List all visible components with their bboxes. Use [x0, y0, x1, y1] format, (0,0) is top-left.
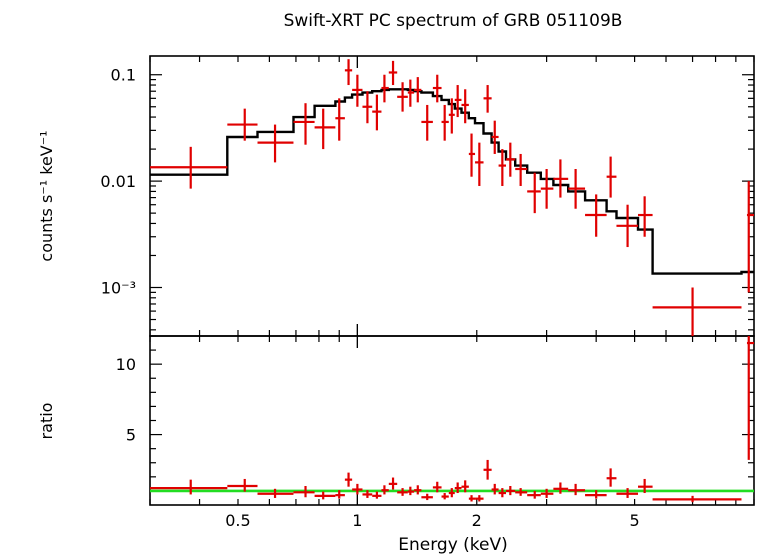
spectrum-data-point [568, 168, 586, 209]
spectrum-data-point [638, 196, 653, 237]
spectrum-y-tick-label: 10⁻³ [101, 278, 136, 297]
spectrum-data-point [454, 85, 462, 118]
ratio-data-point [638, 478, 653, 494]
spectrum-data-point [388, 60, 398, 86]
spectrum-data-point [362, 91, 373, 124]
ratio-data-point [362, 490, 373, 498]
spectrum-data-point [652, 287, 742, 336]
spectrum-data-point [314, 108, 336, 150]
ratio-y-axis-label: ratio [37, 403, 56, 440]
ratio-data-point [372, 491, 382, 499]
ratio-data-point [616, 488, 639, 498]
x-axis-label: Energy (keV) [398, 535, 508, 555]
ratio-data-point [483, 459, 492, 480]
ratio-data-point [475, 495, 484, 502]
spectrum-data-point [746, 181, 754, 293]
ratio-data-point [652, 495, 742, 503]
spectrum-data-point [293, 103, 315, 145]
ratio-data-point [491, 483, 499, 495]
ratio-y-tick-label: 5 [126, 426, 136, 445]
spectrum-panel-frame [149, 55, 755, 337]
ratio-data-point [506, 485, 516, 496]
spectrum-data-point [448, 98, 455, 134]
ratio-data-point [441, 493, 449, 500]
spectrum-data-point [335, 98, 345, 141]
spectrum-data-point [414, 77, 422, 103]
ratio-y-tick-label: 10 [116, 355, 136, 374]
model-step-line [150, 88, 754, 275]
ratio-data-point [454, 482, 462, 494]
spectrum-data-point [491, 120, 499, 154]
ratio-panel-frame [149, 335, 755, 506]
spectrum-data-point [432, 74, 442, 103]
ratio-data-point [498, 488, 507, 498]
ratio-data-point [540, 488, 554, 498]
ratio-data-point [461, 480, 469, 493]
ratio-data-point [432, 481, 442, 493]
ratio-data-point [468, 495, 476, 502]
chart-title: Swift-XRT PC spectrum of GRB 051109B [284, 11, 623, 31]
spectrum-data-point [468, 133, 476, 177]
spectrum-data-point [344, 59, 353, 86]
spectrum-data-point [372, 94, 382, 131]
spectrum-data-point [441, 104, 449, 141]
ratio-data-point [352, 483, 363, 495]
spectrum-data-point [257, 124, 294, 163]
ratio-data-point [397, 488, 408, 496]
x-tick-label: 1 [352, 511, 362, 530]
ratio-data-point [585, 490, 607, 499]
ratio-data-point [421, 493, 433, 501]
spectrum-data-point [461, 89, 469, 124]
x-tick-label: 5 [630, 511, 640, 530]
spectrum-data-point [227, 108, 258, 141]
ratio-data-point [568, 483, 586, 496]
spectrum-data-point [527, 172, 541, 214]
x-tick-label: 0.5 [225, 511, 250, 530]
ratio-data-point [448, 488, 455, 498]
spectrum-data-point [483, 85, 492, 113]
ratio-data-point [314, 491, 336, 500]
ratio-data-point [335, 490, 345, 499]
ratio-data-point [381, 485, 389, 495]
spectrum-data-point [150, 146, 228, 189]
ratio-data-point [227, 478, 258, 492]
spectrum-data-point [540, 168, 554, 209]
spectrum-data-point [498, 149, 507, 186]
ratio-data-point [257, 488, 294, 498]
ratio-data-point [606, 468, 617, 487]
svg-text:counts s⁻¹ keV⁻¹: counts s⁻¹ keV⁻¹ [37, 130, 56, 261]
spectrum-data-point [553, 159, 569, 198]
x-tick-label: 2 [472, 511, 482, 530]
spectrum-data-point [421, 104, 433, 141]
ratio-data-point [527, 490, 541, 499]
spectrum-data-point [397, 82, 408, 112]
ratio-data-point [293, 485, 315, 498]
ratio-data-point [515, 488, 528, 496]
spectrum-data-point [606, 156, 617, 198]
ratio-data-point [407, 486, 415, 496]
spectrum-y-tick-label: 0.01 [100, 172, 136, 191]
spectrum-data-point [616, 204, 639, 248]
ratio-data-point [553, 482, 569, 494]
spectrum-data-point [585, 194, 607, 237]
spectrum-data-point [407, 79, 415, 107]
ratio-data-point [388, 477, 398, 490]
spectrum-data-point [515, 153, 528, 186]
spectrum-y-axis-label: counts s⁻¹ keV⁻¹ [37, 130, 56, 261]
ratio-data-point [344, 472, 353, 487]
ratio-data-point [414, 485, 422, 495]
spectrum-data-point [506, 142, 516, 177]
spectrum-data-point [381, 74, 389, 103]
spectrum-y-tick-label: 0.1 [111, 66, 136, 85]
ratio-data-point [746, 336, 754, 460]
spectrum-data-point [352, 74, 363, 107]
ratio-data-point [150, 479, 228, 495]
spectrum-data-point [475, 142, 484, 186]
svg-text:ratio: ratio [37, 403, 56, 440]
